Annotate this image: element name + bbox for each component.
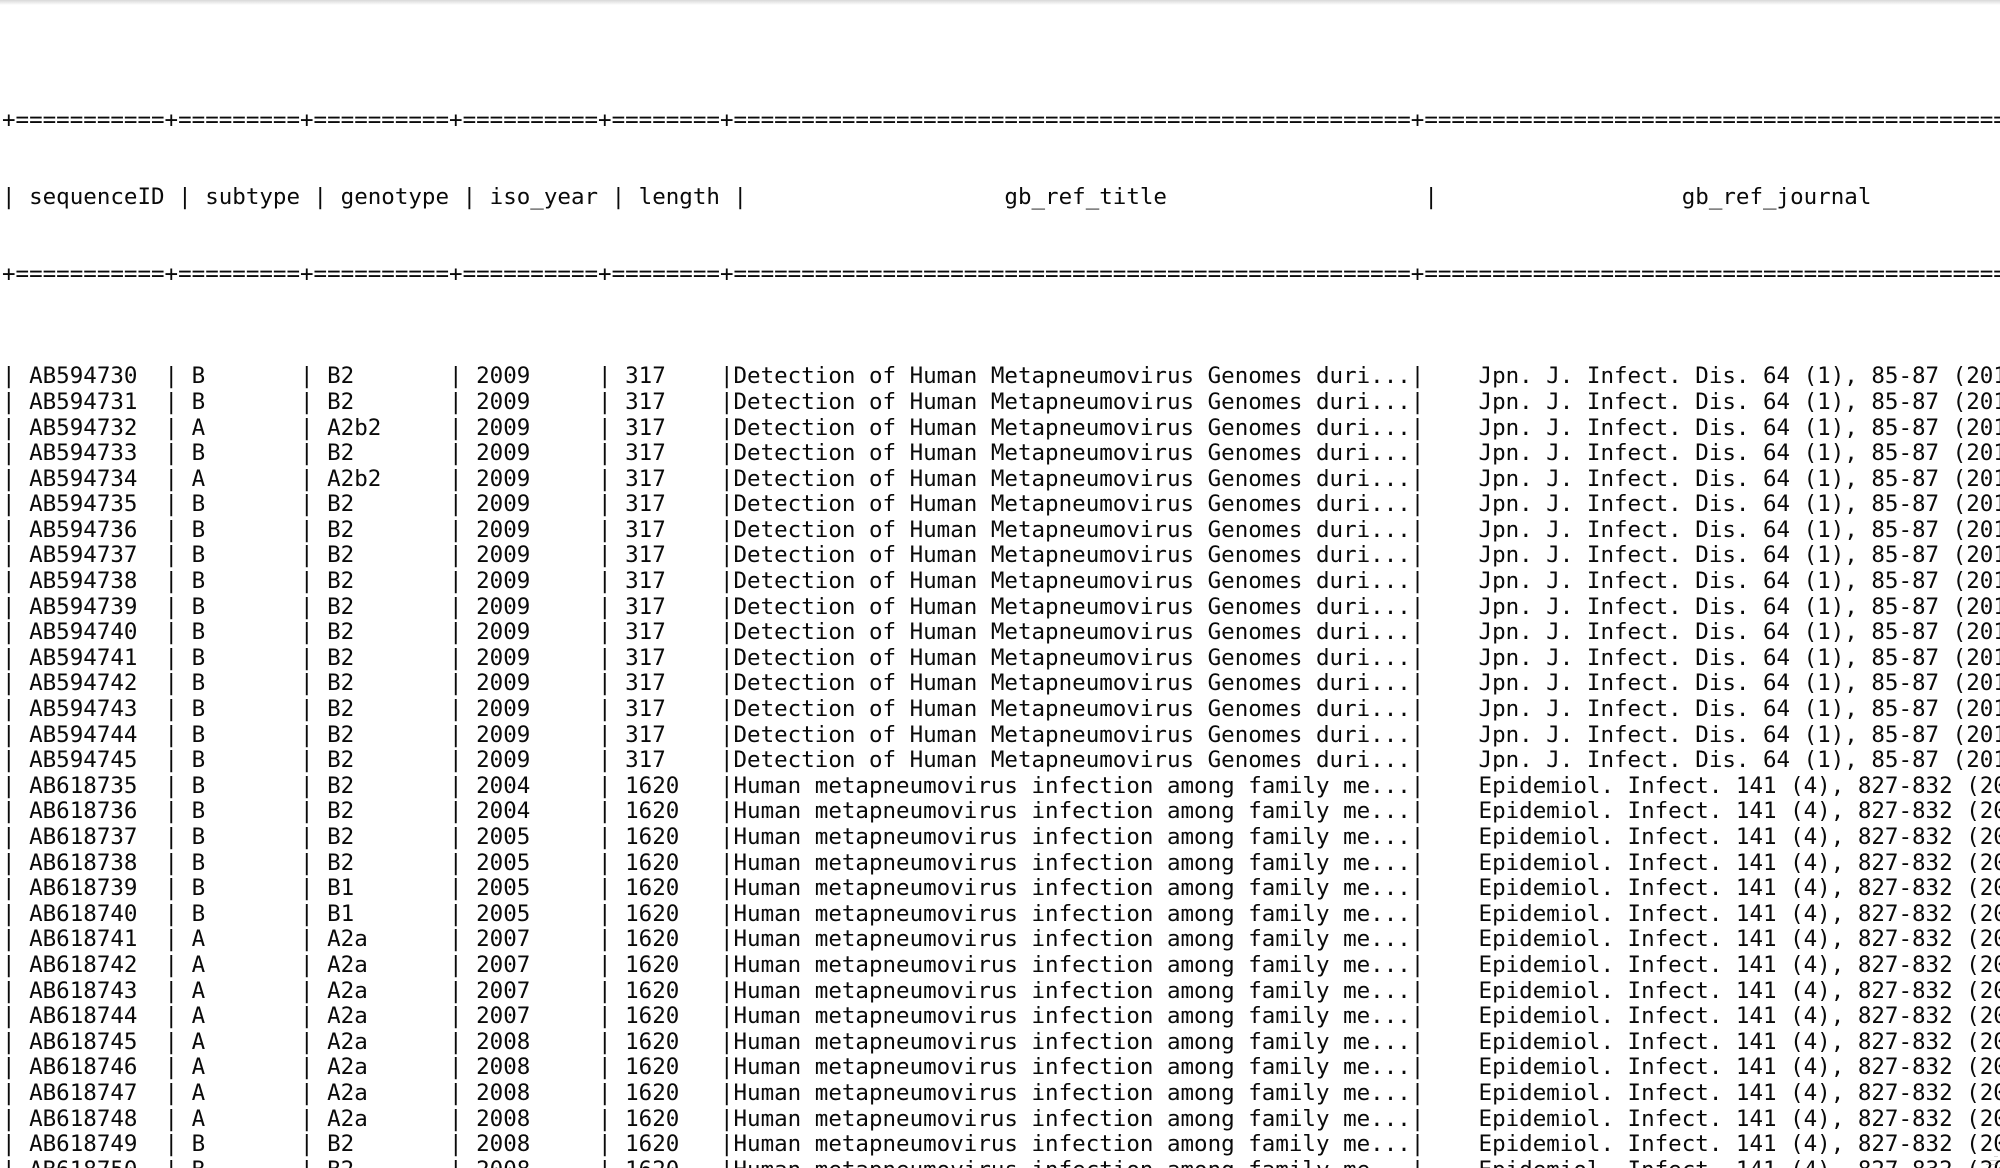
table-row: | AB594738 | B | B2 | 2009 | 317 |Detect…	[2, 568, 2000, 595]
table-row: | AB594737 | B | B2 | 2009 | 317 |Detect…	[2, 542, 2000, 569]
table-row: | AB618745 | A | A2a | 2008 | 1620 |Huma…	[2, 1028, 2000, 1055]
table-row: | AB618736 | B | B2 | 2004 | 1620 |Human…	[2, 798, 2000, 825]
table-row: | AB594739 | B | B2 | 2009 | 317 |Detect…	[2, 593, 2000, 620]
table-row: | AB594730 | B | B2 | 2009 | 317 |Detect…	[2, 363, 2000, 390]
table-row: | AB618741 | A | A2a | 2007 | 1620 |Huma…	[2, 926, 2000, 953]
table-row: | AB594733 | B | B2 | 2009 | 317 |Detect…	[2, 440, 2000, 467]
table-row: | AB594731 | B | B2 | 2009 | 317 |Detect…	[2, 388, 2000, 415]
table-row: | AB618735 | B | B2 | 2004 | 1620 |Human…	[2, 772, 2000, 799]
table-row: | AB594741 | B | B2 | 2009 | 317 |Detect…	[2, 644, 2000, 671]
table-row: | AB618742 | A | A2a | 2007 | 1620 |Huma…	[2, 951, 2000, 978]
table-row: | AB594732 | A | A2b2 | 2009 | 317 |Dete…	[2, 414, 2000, 441]
table-row: | AB618747 | A | A2a | 2008 | 1620 |Huma…	[2, 1079, 2000, 1106]
table-row: | AB594742 | B | B2 | 2009 | 317 |Detect…	[2, 670, 2000, 697]
table-row: | AB618740 | B | B1 | 2005 | 1620 |Human…	[2, 900, 2000, 927]
table-row: | AB594743 | B | B2 | 2009 | 317 |Detect…	[2, 696, 2000, 723]
table-row: | AB618749 | B | B2 | 2008 | 1620 |Human…	[2, 1131, 2000, 1158]
table-border-top: +===========+=========+==========+======…	[2, 107, 2000, 134]
table-row: | AB618743 | A | A2a | 2007 | 1620 |Huma…	[2, 977, 2000, 1004]
table-row: | AB594740 | B | B2 | 2009 | 317 |Detect…	[2, 619, 2000, 646]
table-row: | AB618744 | A | A2a | 2007 | 1620 |Huma…	[2, 1003, 2000, 1030]
table-header-row: | sequenceID | subtype | genotype | iso_…	[2, 184, 2000, 211]
table-row: | AB618746 | A | A2a | 2008 | 1620 |Huma…	[2, 1054, 2000, 1081]
resize-grip-icon[interactable]	[1984, 1152, 1998, 1166]
table-row: | AB594736 | B | B2 | 2009 | 317 |Detect…	[2, 516, 2000, 543]
table-row: | AB594745 | B | B2 | 2009 | 317 |Detect…	[2, 747, 2000, 774]
table-border-header: +===========+=========+==========+======…	[2, 260, 2000, 287]
table-row: | AB594744 | B | B2 | 2009 | 317 |Detect…	[2, 721, 2000, 748]
table-row: | AB618738 | B | B2 | 2005 | 1620 |Human…	[2, 849, 2000, 876]
top-shadow	[0, 0, 2000, 5]
table-row: | AB618737 | B | B2 | 2005 | 1620 |Human…	[2, 824, 2000, 850]
table-body: | AB594730 | B | B2 | 2009 | 317 |Detect…	[2, 364, 2000, 1168]
table-row: | AB594735 | B | B2 | 2009 | 317 |Detect…	[2, 491, 2000, 518]
table-row: | AB618748 | A | A2a | 2008 | 1620 |Huma…	[2, 1105, 2000, 1132]
table-row: | AB594734 | A | A2b2 | 2009 | 317 |Dete…	[2, 465, 2000, 492]
table-row: | AB618739 | B | B1 | 2005 | 1620 |Human…	[2, 875, 2000, 902]
table-row: | AB618750 | B | B2 | 2008 | 1620 |Human…	[2, 1157, 2000, 1168]
